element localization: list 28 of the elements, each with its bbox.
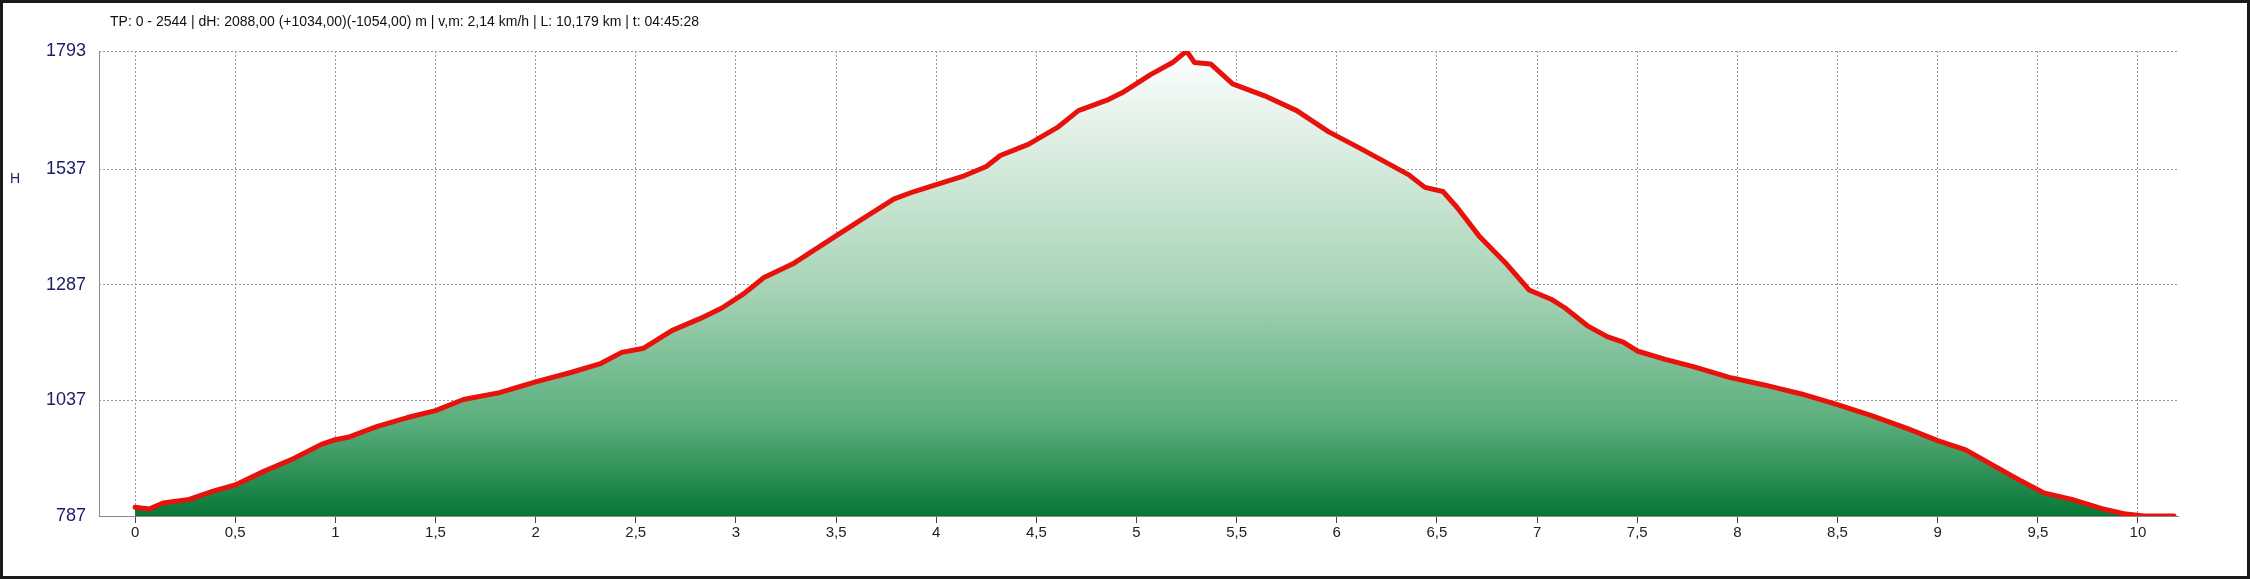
y-tick-label: 1793 xyxy=(45,39,86,60)
x-tick-label: 7 xyxy=(1532,523,1542,541)
x-tick-label: 2 xyxy=(531,523,540,541)
x-tick-label: 10 xyxy=(2129,523,2147,541)
x-tick-label: 9,5 xyxy=(2027,523,2049,541)
x-tick-label: 3 xyxy=(731,523,741,541)
y-tick-label: 1037 xyxy=(45,389,86,410)
y-tick-label: 1537 xyxy=(45,158,86,179)
x-tick-label: 0 xyxy=(130,523,140,541)
x-tick-label: 3,5 xyxy=(825,523,847,541)
chart-title: TP: 0 - 2544 | dH: 2088,00 (+1034,00)(-1054,00) m | v,m: 2,14 km/h | L: 10,179 km | t: 04:45:28 xyxy=(110,12,700,29)
x-tick-label: 8,5 xyxy=(1827,523,1848,541)
y-axis-title: H xyxy=(10,169,21,186)
x-tick-label: 8 xyxy=(1733,523,1742,541)
x-tick-label: 1,5 xyxy=(425,523,446,541)
x-tick-label: 1 xyxy=(331,523,340,541)
x-tick-label: 4 xyxy=(932,523,941,541)
x-tick-label: 4,5 xyxy=(1025,523,1047,541)
x-tick-label: 5,5 xyxy=(1226,523,1248,541)
x-tick-label: 5 xyxy=(1132,523,1141,541)
y-tick-label: 1287 xyxy=(45,273,86,294)
x-tick-label: 6,5 xyxy=(1426,523,1448,541)
x-tick-label: 0,5 xyxy=(224,523,246,541)
x-tick-label: 7,5 xyxy=(1626,523,1648,541)
x-tick-label: 2,5 xyxy=(625,523,647,541)
x-tick-label: 6 xyxy=(1332,523,1341,541)
x-tick-label: 9 xyxy=(1933,523,1942,541)
y-tick-label: 787 xyxy=(55,504,86,525)
